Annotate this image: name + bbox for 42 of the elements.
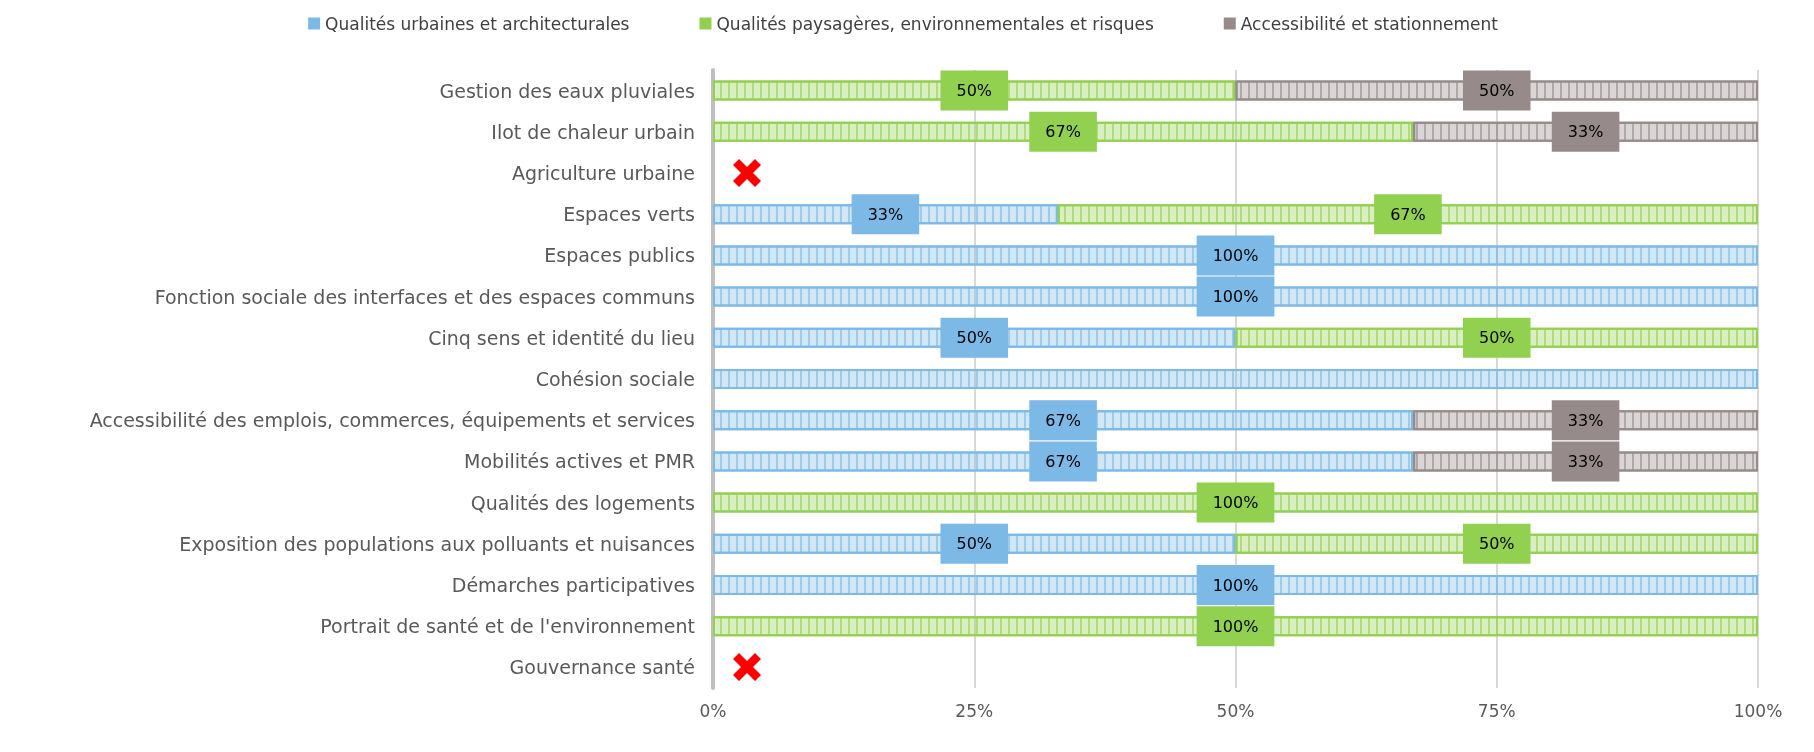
data-label: 67% xyxy=(1045,410,1081,430)
y-tick-label: Portrait de santé et de l'environnement xyxy=(320,615,695,638)
data-label: 50% xyxy=(956,534,993,554)
data-label: 100% xyxy=(1212,616,1259,636)
y-tick-label: Mobilités actives et PMR xyxy=(464,450,695,473)
data-label: 33% xyxy=(867,204,904,224)
legend-label: Qualités urbaines et architecturales xyxy=(325,13,630,34)
x-tick-label: 100% xyxy=(1733,700,1783,721)
data-label: 100% xyxy=(1212,287,1259,307)
data-label: 33% xyxy=(1567,410,1604,430)
y-tick-label: Gouvernance santé xyxy=(509,656,695,679)
y-tick-label: Gestion des eaux pluviales xyxy=(439,79,695,102)
y-tick-label: Agriculture urbaine xyxy=(511,162,695,184)
data-label: 33% xyxy=(1567,451,1604,471)
data-label: 67% xyxy=(1045,122,1081,142)
y-tick-label: Exposition des populations aux polluants et nuisances xyxy=(179,532,695,555)
data-label: 50% xyxy=(956,81,993,101)
data-label: 100% xyxy=(1212,575,1259,595)
legend-label: Qualités paysagères, environnementales et risques xyxy=(716,13,1154,34)
data-label: 50% xyxy=(1478,534,1515,554)
data-label: 33% xyxy=(1567,122,1604,142)
data-label: 100% xyxy=(1212,493,1259,513)
data-label: 50% xyxy=(1478,81,1515,101)
y-tick-label: Démarches participatives xyxy=(451,574,695,596)
y-tick-label: Fonction sociale des interfaces et des espaces communs xyxy=(154,285,695,308)
y-tick-label: Cohésion sociale xyxy=(535,368,695,390)
data-label: 67% xyxy=(1045,451,1081,471)
y-tick-label: Espaces publics xyxy=(544,244,695,267)
y-tick-label: Espaces verts xyxy=(563,203,695,226)
y-tick-label: Accessibilité des emplois, commerces, équipements et services xyxy=(89,409,695,432)
x-tick-label: 0% xyxy=(699,700,727,721)
x-tick-label: 75% xyxy=(1477,700,1516,721)
data-label: 100% xyxy=(1212,245,1259,265)
x-tick-label: 50% xyxy=(1216,700,1255,721)
data-label: 67% xyxy=(1390,204,1426,224)
y-tick-label: Qualités des logements xyxy=(470,491,695,514)
x-tick-label: 25% xyxy=(955,700,994,721)
data-label: 50% xyxy=(1478,328,1515,348)
data-label: 50% xyxy=(956,328,993,348)
legend-label: Accessibilité et stationnement xyxy=(1240,13,1499,34)
y-tick-label: Cinq sens et identité du lieu xyxy=(428,326,695,349)
y-tick-label: Ilot de chaleur urbain xyxy=(491,120,695,143)
